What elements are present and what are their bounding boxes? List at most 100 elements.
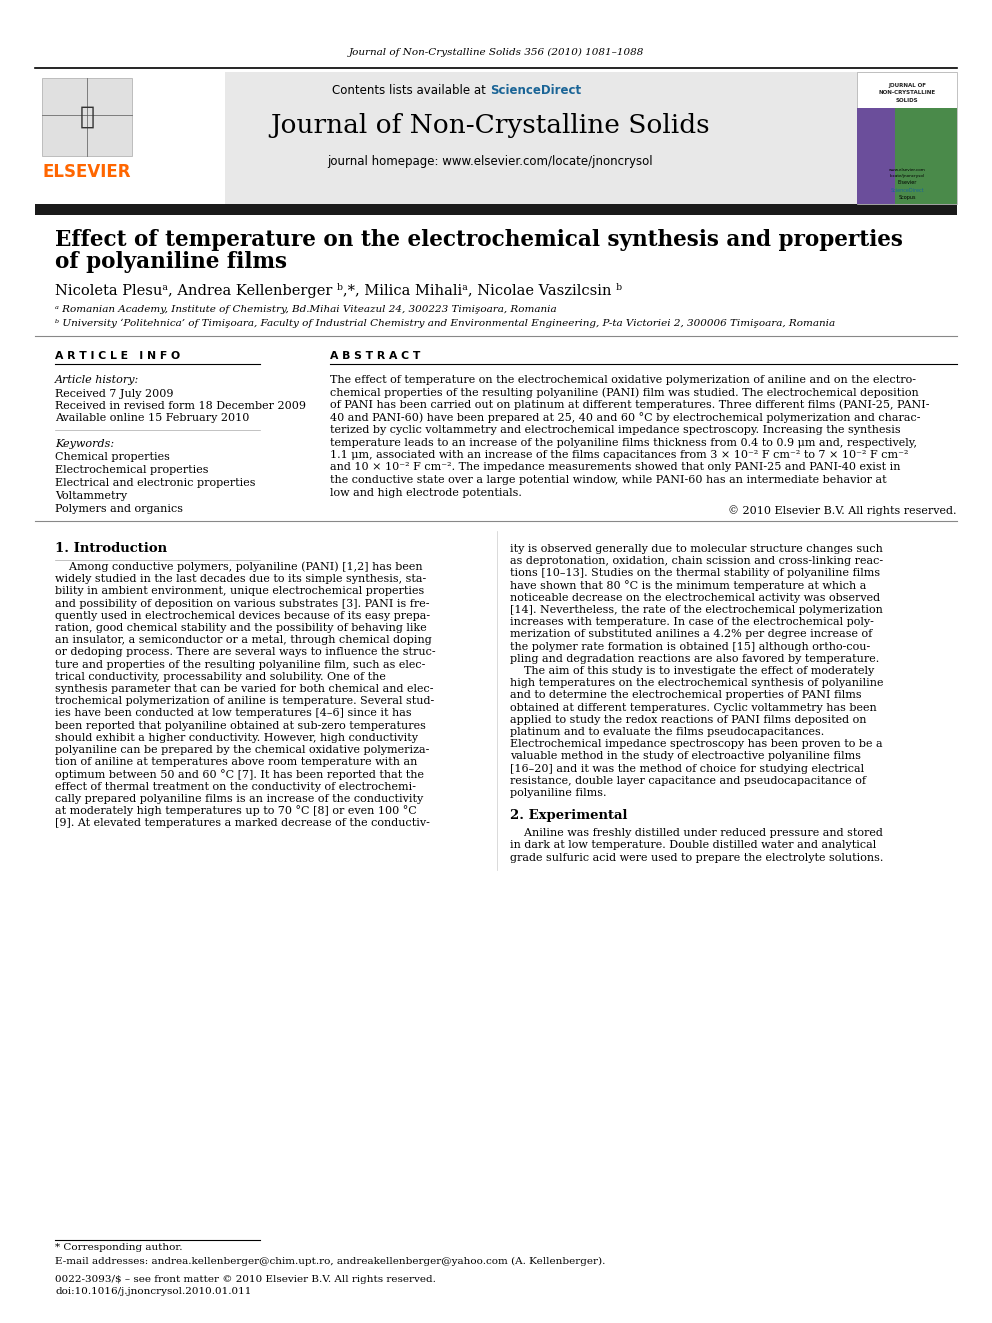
Text: ity is observed generally due to molecular structure changes such: ity is observed generally due to molecul… — [510, 544, 883, 554]
Text: trochemical polymerization of aniline is temperature. Several stud-: trochemical polymerization of aniline is… — [55, 696, 434, 706]
Text: applied to study the redox reactions of PANI films deposited on: applied to study the redox reactions of … — [510, 714, 866, 725]
Text: Keywords:: Keywords: — [55, 439, 114, 448]
Text: chemical properties of the resulting polyaniline (PANI) film was studied. The el: chemical properties of the resulting pol… — [330, 388, 919, 398]
Text: ScienceDirect: ScienceDirect — [490, 83, 581, 97]
Text: the conductive state over a large potential window, while PANI-60 has an interme: the conductive state over a large potent… — [330, 475, 887, 486]
Text: [16–20] and it was the method of choice for studying electrical: [16–20] and it was the method of choice … — [510, 763, 864, 774]
FancyBboxPatch shape — [857, 71, 957, 204]
Text: resistance, double layer capacitance and pseudocapacitance of: resistance, double layer capacitance and… — [510, 775, 866, 786]
Text: 🌿: 🌿 — [79, 105, 94, 130]
Text: merization of substituted anilines a 4.2% per degree increase of: merization of substituted anilines a 4.2… — [510, 630, 872, 639]
Text: bility in ambient environment, unique electrochemical properties: bility in ambient environment, unique el… — [55, 586, 425, 597]
Text: ture and properties of the resulting polyaniline film, such as elec-: ture and properties of the resulting pol… — [55, 660, 426, 669]
Text: Journal of Non-Crystalline Solids 356 (2010) 1081–1088: Journal of Non-Crystalline Solids 356 (2… — [348, 48, 644, 57]
Text: 40 and PANI-60) have been prepared at 25, 40 and 60 °C by electrochemical polyme: 40 and PANI-60) have been prepared at 25… — [330, 411, 921, 423]
Text: obtained at different temperatures. Cyclic voltammetry has been: obtained at different temperatures. Cycl… — [510, 703, 877, 713]
Text: locate/jnoncrysol: locate/jnoncrysol — [890, 175, 925, 179]
Text: Among conductive polymers, polyaniline (PANI) [1,2] has been: Among conductive polymers, polyaniline (… — [55, 562, 423, 573]
Text: ELSEVIER: ELSEVIER — [42, 163, 131, 181]
Text: [9]. At elevated temperatures a marked decrease of the conductiv-: [9]. At elevated temperatures a marked d… — [55, 818, 430, 828]
Text: The effect of temperature on the electrochemical oxidative polymerization of ani: The effect of temperature on the electro… — [330, 374, 916, 385]
Text: 1. Introduction: 1. Introduction — [55, 542, 167, 556]
Text: noticeable decrease on the electrochemical activity was observed: noticeable decrease on the electrochemic… — [510, 593, 880, 603]
Text: cally prepared polyaniline films is an increase of the conductivity: cally prepared polyaniline films is an i… — [55, 794, 424, 804]
Text: Voltammetry: Voltammetry — [55, 491, 127, 501]
Text: A B S T R A C T: A B S T R A C T — [330, 351, 421, 361]
Text: high temperatures on the electrochemical synthesis of polyaniline: high temperatures on the electrochemical… — [510, 679, 884, 688]
Text: synthesis parameter that can be varied for both chemical and elec-: synthesis parameter that can be varied f… — [55, 684, 434, 695]
Text: have shown that 80 °C is the minimum temperature at which a: have shown that 80 °C is the minimum tem… — [510, 581, 866, 591]
Text: Chemical properties: Chemical properties — [55, 452, 170, 462]
Text: The aim of this study is to investigate the effect of moderately: The aim of this study is to investigate … — [510, 665, 874, 676]
Text: Electrical and electronic properties: Electrical and electronic properties — [55, 478, 256, 488]
Text: NON-CRYSTALLINE: NON-CRYSTALLINE — [879, 90, 935, 95]
Text: terized by cyclic voltammetry and electrochemical impedance spectroscopy. Increa: terized by cyclic voltammetry and electr… — [330, 425, 901, 435]
Text: at moderately high temperatures up to 70 °C [8] or even 100 °C: at moderately high temperatures up to 70… — [55, 806, 417, 816]
Text: JOURNAL OF: JOURNAL OF — [888, 82, 926, 87]
Text: the polymer rate formation is obtained [15] although ortho-cou-: the polymer rate formation is obtained [… — [510, 642, 870, 652]
Text: [14]. Nevertheless, the rate of the electrochemical polymerization: [14]. Nevertheless, the rate of the elec… — [510, 605, 883, 615]
Text: polyaniline films.: polyaniline films. — [510, 789, 606, 798]
Text: doi:10.1016/j.jnoncrysol.2010.01.011: doi:10.1016/j.jnoncrysol.2010.01.011 — [55, 1287, 251, 1297]
Text: quently used in electrochemical devices because of its easy prepa-: quently used in electrochemical devices … — [55, 611, 431, 620]
Text: ᵇ University ‘Politehnica’ of Timişoara, Faculty of Industrial Chemistry and Env: ᵇ University ‘Politehnica’ of Timişoara,… — [55, 319, 835, 328]
Text: Scopus: Scopus — [898, 194, 916, 200]
Text: Available online 15 February 2010: Available online 15 February 2010 — [55, 413, 249, 423]
Text: journal homepage: www.elsevier.com/locate/jnoncrysol: journal homepage: www.elsevier.com/locat… — [327, 156, 653, 168]
FancyBboxPatch shape — [42, 78, 132, 156]
FancyBboxPatch shape — [857, 108, 957, 204]
FancyBboxPatch shape — [35, 71, 957, 204]
Text: effect of thermal treatment on the conductivity of electrochemi-: effect of thermal treatment on the condu… — [55, 782, 416, 791]
Text: as deprotonation, oxidation, chain scission and cross-linking reac-: as deprotonation, oxidation, chain sciss… — [510, 556, 883, 566]
Text: Contents lists available at: Contents lists available at — [332, 83, 490, 97]
Text: Received in revised form 18 December 2009: Received in revised form 18 December 200… — [55, 401, 306, 411]
Text: 2. Experimental: 2. Experimental — [510, 808, 628, 822]
Text: increases with temperature. In case of the electrochemical poly-: increases with temperature. In case of t… — [510, 618, 874, 627]
Text: Effect of temperature on the electrochemical synthesis and properties: Effect of temperature on the electrochem… — [55, 229, 903, 251]
Text: and to determine the electrochemical properties of PANI films: and to determine the electrochemical pro… — [510, 691, 862, 700]
Text: Elsevier: Elsevier — [898, 180, 917, 185]
Text: pling and degradation reactions are also favored by temperature.: pling and degradation reactions are also… — [510, 654, 879, 664]
Text: polyaniline can be prepared by the chemical oxidative polymeriza-: polyaniline can be prepared by the chemi… — [55, 745, 430, 755]
Text: tions [10–13]. Studies on the thermal stability of polyaniline films: tions [10–13]. Studies on the thermal st… — [510, 569, 880, 578]
Text: 0022-3093/$ – see front matter © 2010 Elsevier B.V. All rights reserved.: 0022-3093/$ – see front matter © 2010 El… — [55, 1275, 435, 1285]
Text: ᵃ Romanian Academy, Institute of Chemistry, Bd.Mihai Viteazul 24, 300223 Timişoa: ᵃ Romanian Academy, Institute of Chemist… — [55, 306, 557, 315]
Text: and possibility of deposition on various substrates [3]. PANI is fre-: and possibility of deposition on various… — [55, 598, 430, 609]
Text: of PANI has been carried out on platinum at different temperatures. Three differ: of PANI has been carried out on platinum… — [330, 400, 930, 410]
Text: Electrochemical properties: Electrochemical properties — [55, 464, 208, 475]
Text: Article history:: Article history: — [55, 374, 139, 385]
FancyBboxPatch shape — [35, 71, 225, 204]
Text: 1.1 μm, associated with an increase of the films capacitances from 3 × 10⁻² F cm: 1.1 μm, associated with an increase of t… — [330, 450, 909, 460]
Text: and 10 × 10⁻² F cm⁻². The impedance measurements showed that only PANI-25 and PA: and 10 × 10⁻² F cm⁻². The impedance meas… — [330, 463, 901, 472]
Text: trical conductivity, processability and solubility. One of the: trical conductivity, processability and … — [55, 672, 386, 681]
Text: © 2010 Elsevier B.V. All rights reserved.: © 2010 Elsevier B.V. All rights reserved… — [728, 505, 957, 516]
Text: tion of aniline at temperatures above room temperature with an: tion of aniline at temperatures above ro… — [55, 757, 418, 767]
Text: in dark at low temperature. Double distilled water and analytical: in dark at low temperature. Double disti… — [510, 840, 876, 851]
Text: or dedoping process. There are several ways to influence the struc-: or dedoping process. There are several w… — [55, 647, 435, 658]
Text: should exhibit a higher conductivity. However, high conductivity: should exhibit a higher conductivity. Ho… — [55, 733, 418, 742]
Text: Polymers and organics: Polymers and organics — [55, 504, 183, 515]
Text: optimum between 50 and 60 °C [7]. It has been reported that the: optimum between 50 and 60 °C [7]. It has… — [55, 769, 424, 779]
Text: Aniline was freshly distilled under reduced pressure and stored: Aniline was freshly distilled under redu… — [510, 828, 883, 839]
Text: SOLIDS: SOLIDS — [896, 98, 919, 102]
Text: * Corresponding author.: * Corresponding author. — [55, 1244, 183, 1253]
Text: Journal of Non-Crystalline Solids: Journal of Non-Crystalline Solids — [270, 112, 710, 138]
Text: an insulator, a semiconductor or a metal, through chemical doping: an insulator, a semiconductor or a metal… — [55, 635, 432, 646]
Text: platinum and to evaluate the films pseudocapacitances.: platinum and to evaluate the films pseud… — [510, 728, 824, 737]
Text: valuable method in the study of electroactive polyaniline films: valuable method in the study of electroa… — [510, 751, 861, 762]
Text: ration, good chemical stability and the possibility of behaving like: ration, good chemical stability and the … — [55, 623, 427, 632]
Text: www.elsevier.com: www.elsevier.com — [889, 168, 926, 172]
Text: temperature leads to an increase of the polyaniline films thickness from 0.4 to : temperature leads to an increase of the … — [330, 438, 917, 447]
Text: ScienceDirect: ScienceDirect — [890, 188, 924, 193]
FancyBboxPatch shape — [895, 108, 957, 204]
Text: widely studied in the last decades due to its simple synthesis, sta-: widely studied in the last decades due t… — [55, 574, 427, 585]
Text: Nicoleta Plesuᵃ, Andrea Kellenberger ᵇ,*, Milica Mihaliᵃ, Nicolae Vaszilcsin ᵇ: Nicoleta Plesuᵃ, Andrea Kellenberger ᵇ,*… — [55, 283, 622, 298]
Text: E-mail addresses: andrea.kellenberger@chim.upt.ro, andreakellenberger@yahoo.com : E-mail addresses: andrea.kellenberger@ch… — [55, 1257, 605, 1266]
Text: A R T I C L E   I N F O: A R T I C L E I N F O — [55, 351, 181, 361]
Text: low and high electrode potentials.: low and high electrode potentials. — [330, 487, 522, 497]
Text: grade sulfuric acid were used to prepare the electrolyte solutions.: grade sulfuric acid were used to prepare… — [510, 852, 883, 863]
Text: been reported that polyaniline obtained at sub-zero temperatures: been reported that polyaniline obtained … — [55, 721, 426, 730]
FancyBboxPatch shape — [35, 204, 957, 216]
Text: of polyaniline films: of polyaniline films — [55, 251, 287, 273]
Text: Electrochemical impedance spectroscopy has been proven to be a: Electrochemical impedance spectroscopy h… — [510, 740, 883, 749]
